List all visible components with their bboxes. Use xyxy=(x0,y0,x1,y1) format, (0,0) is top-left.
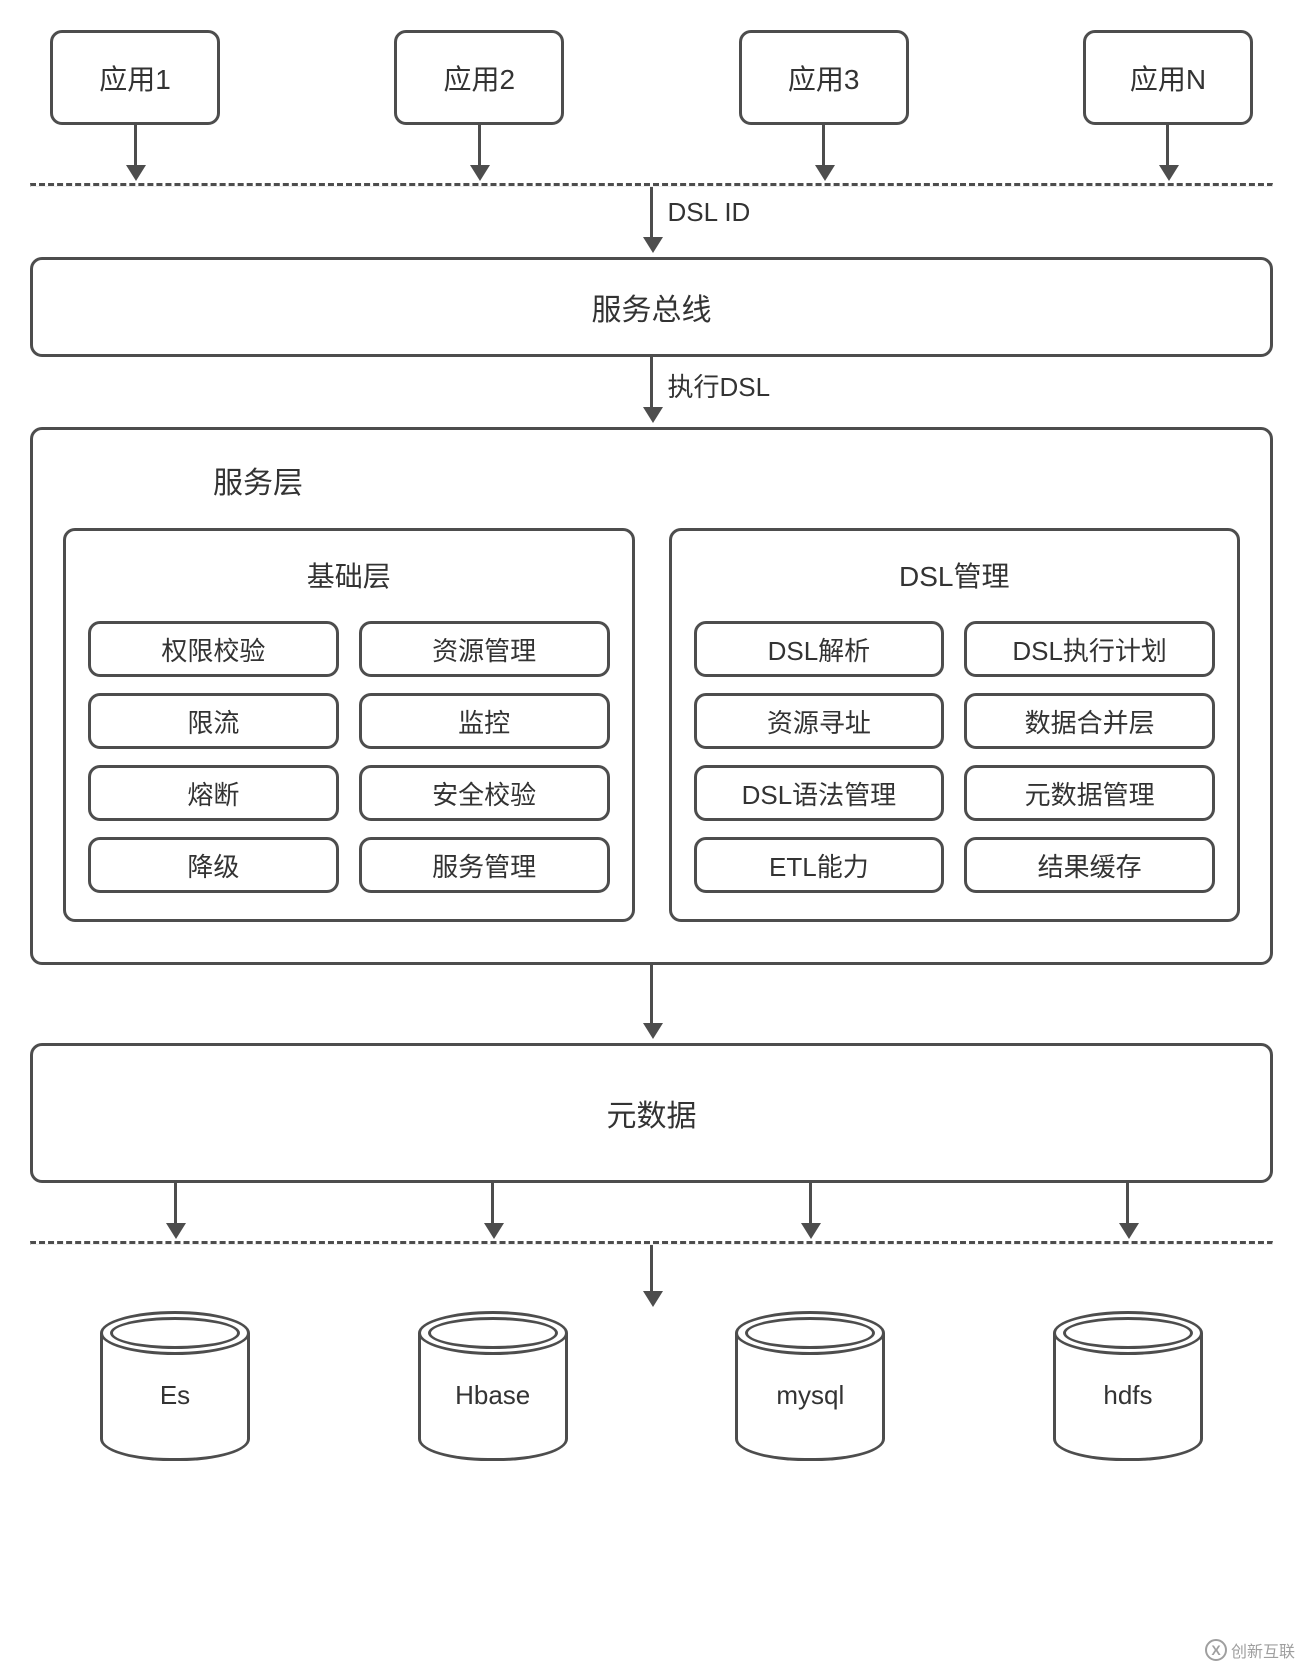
item-box: 服务管理 xyxy=(359,837,610,893)
edge-label: DSL ID xyxy=(668,197,751,228)
item-label: 资源寻址 xyxy=(767,703,871,740)
database-label: hdfs xyxy=(1103,1380,1152,1411)
item-box: 限流 xyxy=(88,693,339,749)
item-label: ETL能力 xyxy=(769,847,869,884)
database-item: mysql xyxy=(725,1311,895,1465)
metadata-label: 元数据 xyxy=(607,1091,697,1135)
item-box: 降级 xyxy=(88,837,339,893)
architecture-diagram: 应用1 应用2 应用3 应用N DSL ID 服务总线 执行DSL 服务层 基础… xyxy=(30,30,1273,1465)
app-box: 应用1 xyxy=(50,30,220,125)
app-label: 应用2 xyxy=(444,58,516,98)
arrow-to-databases xyxy=(30,1245,1273,1311)
item-label: 熔断 xyxy=(187,775,239,812)
arrow-to-bus: DSL ID xyxy=(30,187,1273,257)
database-icon: hdfs xyxy=(1053,1311,1203,1461)
item-label: 限流 xyxy=(187,703,239,740)
item-box: 数据合并层 xyxy=(964,693,1215,749)
service-bus-box: 服务总线 xyxy=(30,257,1273,357)
service-bus-label: 服务总线 xyxy=(592,285,712,329)
apps-arrows xyxy=(30,125,1273,183)
item-label: 数据合并层 xyxy=(1025,703,1155,740)
item-label: 安全校验 xyxy=(432,775,536,812)
item-label: DSL执行计划 xyxy=(1012,631,1167,668)
item-box: DSL语法管理 xyxy=(694,765,945,821)
panel-base: 基础层 权限校验 资源管理 限流 监控 熔断 安全校验 降级 服务管理 xyxy=(63,528,635,922)
panel-dsl: DSL管理 DSL解析 DSL执行计划 资源寻址 数据合并层 DSL语法管理 元… xyxy=(669,528,1241,922)
app-box: 应用N xyxy=(1083,30,1253,125)
database-item: hdfs xyxy=(1043,1311,1213,1465)
database-label: Hbase xyxy=(455,1380,530,1411)
item-label: 服务管理 xyxy=(432,847,536,884)
item-box: DSL执行计划 xyxy=(964,621,1215,677)
item-box: 结果缓存 xyxy=(964,837,1215,893)
panel-title: DSL管理 xyxy=(694,555,1216,595)
database-label: mysql xyxy=(776,1380,844,1411)
database-item: Es xyxy=(90,1311,260,1465)
item-label: 降级 xyxy=(187,847,239,884)
databases-row: Es Hbase mysql hdfs xyxy=(30,1311,1273,1465)
metadata-box: 元数据 xyxy=(30,1043,1273,1183)
item-box: ETL能力 xyxy=(694,837,945,893)
app-box: 应用3 xyxy=(739,30,909,125)
arrow-to-service: 执行DSL xyxy=(30,357,1273,427)
item-label: 监控 xyxy=(458,703,510,740)
watermark-text: 创新互联 xyxy=(1231,1638,1295,1662)
item-label: 元数据管理 xyxy=(1025,775,1155,812)
item-label: 结果缓存 xyxy=(1038,847,1142,884)
database-label: Es xyxy=(160,1380,190,1411)
item-box: 监控 xyxy=(359,693,610,749)
item-label: 权限校验 xyxy=(161,631,265,668)
item-box: 熔断 xyxy=(88,765,339,821)
item-box: 安全校验 xyxy=(359,765,610,821)
item-box: 权限校验 xyxy=(88,621,339,677)
item-box: 资源寻址 xyxy=(694,693,945,749)
app-label: 应用3 xyxy=(788,58,860,98)
watermark: X 创新互联 xyxy=(1205,1638,1295,1662)
database-icon: mysql xyxy=(735,1311,885,1461)
panel-title: 基础层 xyxy=(88,555,610,595)
apps-row: 应用1 应用2 应用3 应用N xyxy=(30,30,1273,125)
item-label: DSL解析 xyxy=(768,631,871,668)
app-label: 应用N xyxy=(1130,58,1206,98)
database-icon: Es xyxy=(100,1311,250,1461)
item-label: 资源管理 xyxy=(432,631,536,668)
item-box: 资源管理 xyxy=(359,621,610,677)
item-box: 元数据管理 xyxy=(964,765,1215,821)
service-layer-box: 服务层 基础层 权限校验 资源管理 限流 监控 熔断 安全校验 降级 服务管理 … xyxy=(30,427,1273,965)
panel-grid: DSL解析 DSL执行计划 资源寻址 数据合并层 DSL语法管理 元数据管理 E… xyxy=(694,621,1216,893)
app-label: 应用1 xyxy=(99,58,171,98)
edge-label: 执行DSL xyxy=(668,367,771,404)
service-panels: 基础层 权限校验 资源管理 限流 监控 熔断 安全校验 降级 服务管理 DSL管… xyxy=(63,528,1240,922)
arrow-to-metadata xyxy=(30,965,1273,1043)
watermark-icon: X xyxy=(1205,1639,1227,1661)
metadata-arrows xyxy=(30,1183,1273,1241)
app-box: 应用2 xyxy=(394,30,564,125)
item-label: DSL语法管理 xyxy=(742,775,897,812)
database-icon: Hbase xyxy=(418,1311,568,1461)
item-box: DSL解析 xyxy=(694,621,945,677)
database-item: Hbase xyxy=(408,1311,578,1465)
panel-grid: 权限校验 资源管理 限流 监控 熔断 安全校验 降级 服务管理 xyxy=(88,621,610,893)
service-layer-title: 服务层 xyxy=(213,458,1240,502)
